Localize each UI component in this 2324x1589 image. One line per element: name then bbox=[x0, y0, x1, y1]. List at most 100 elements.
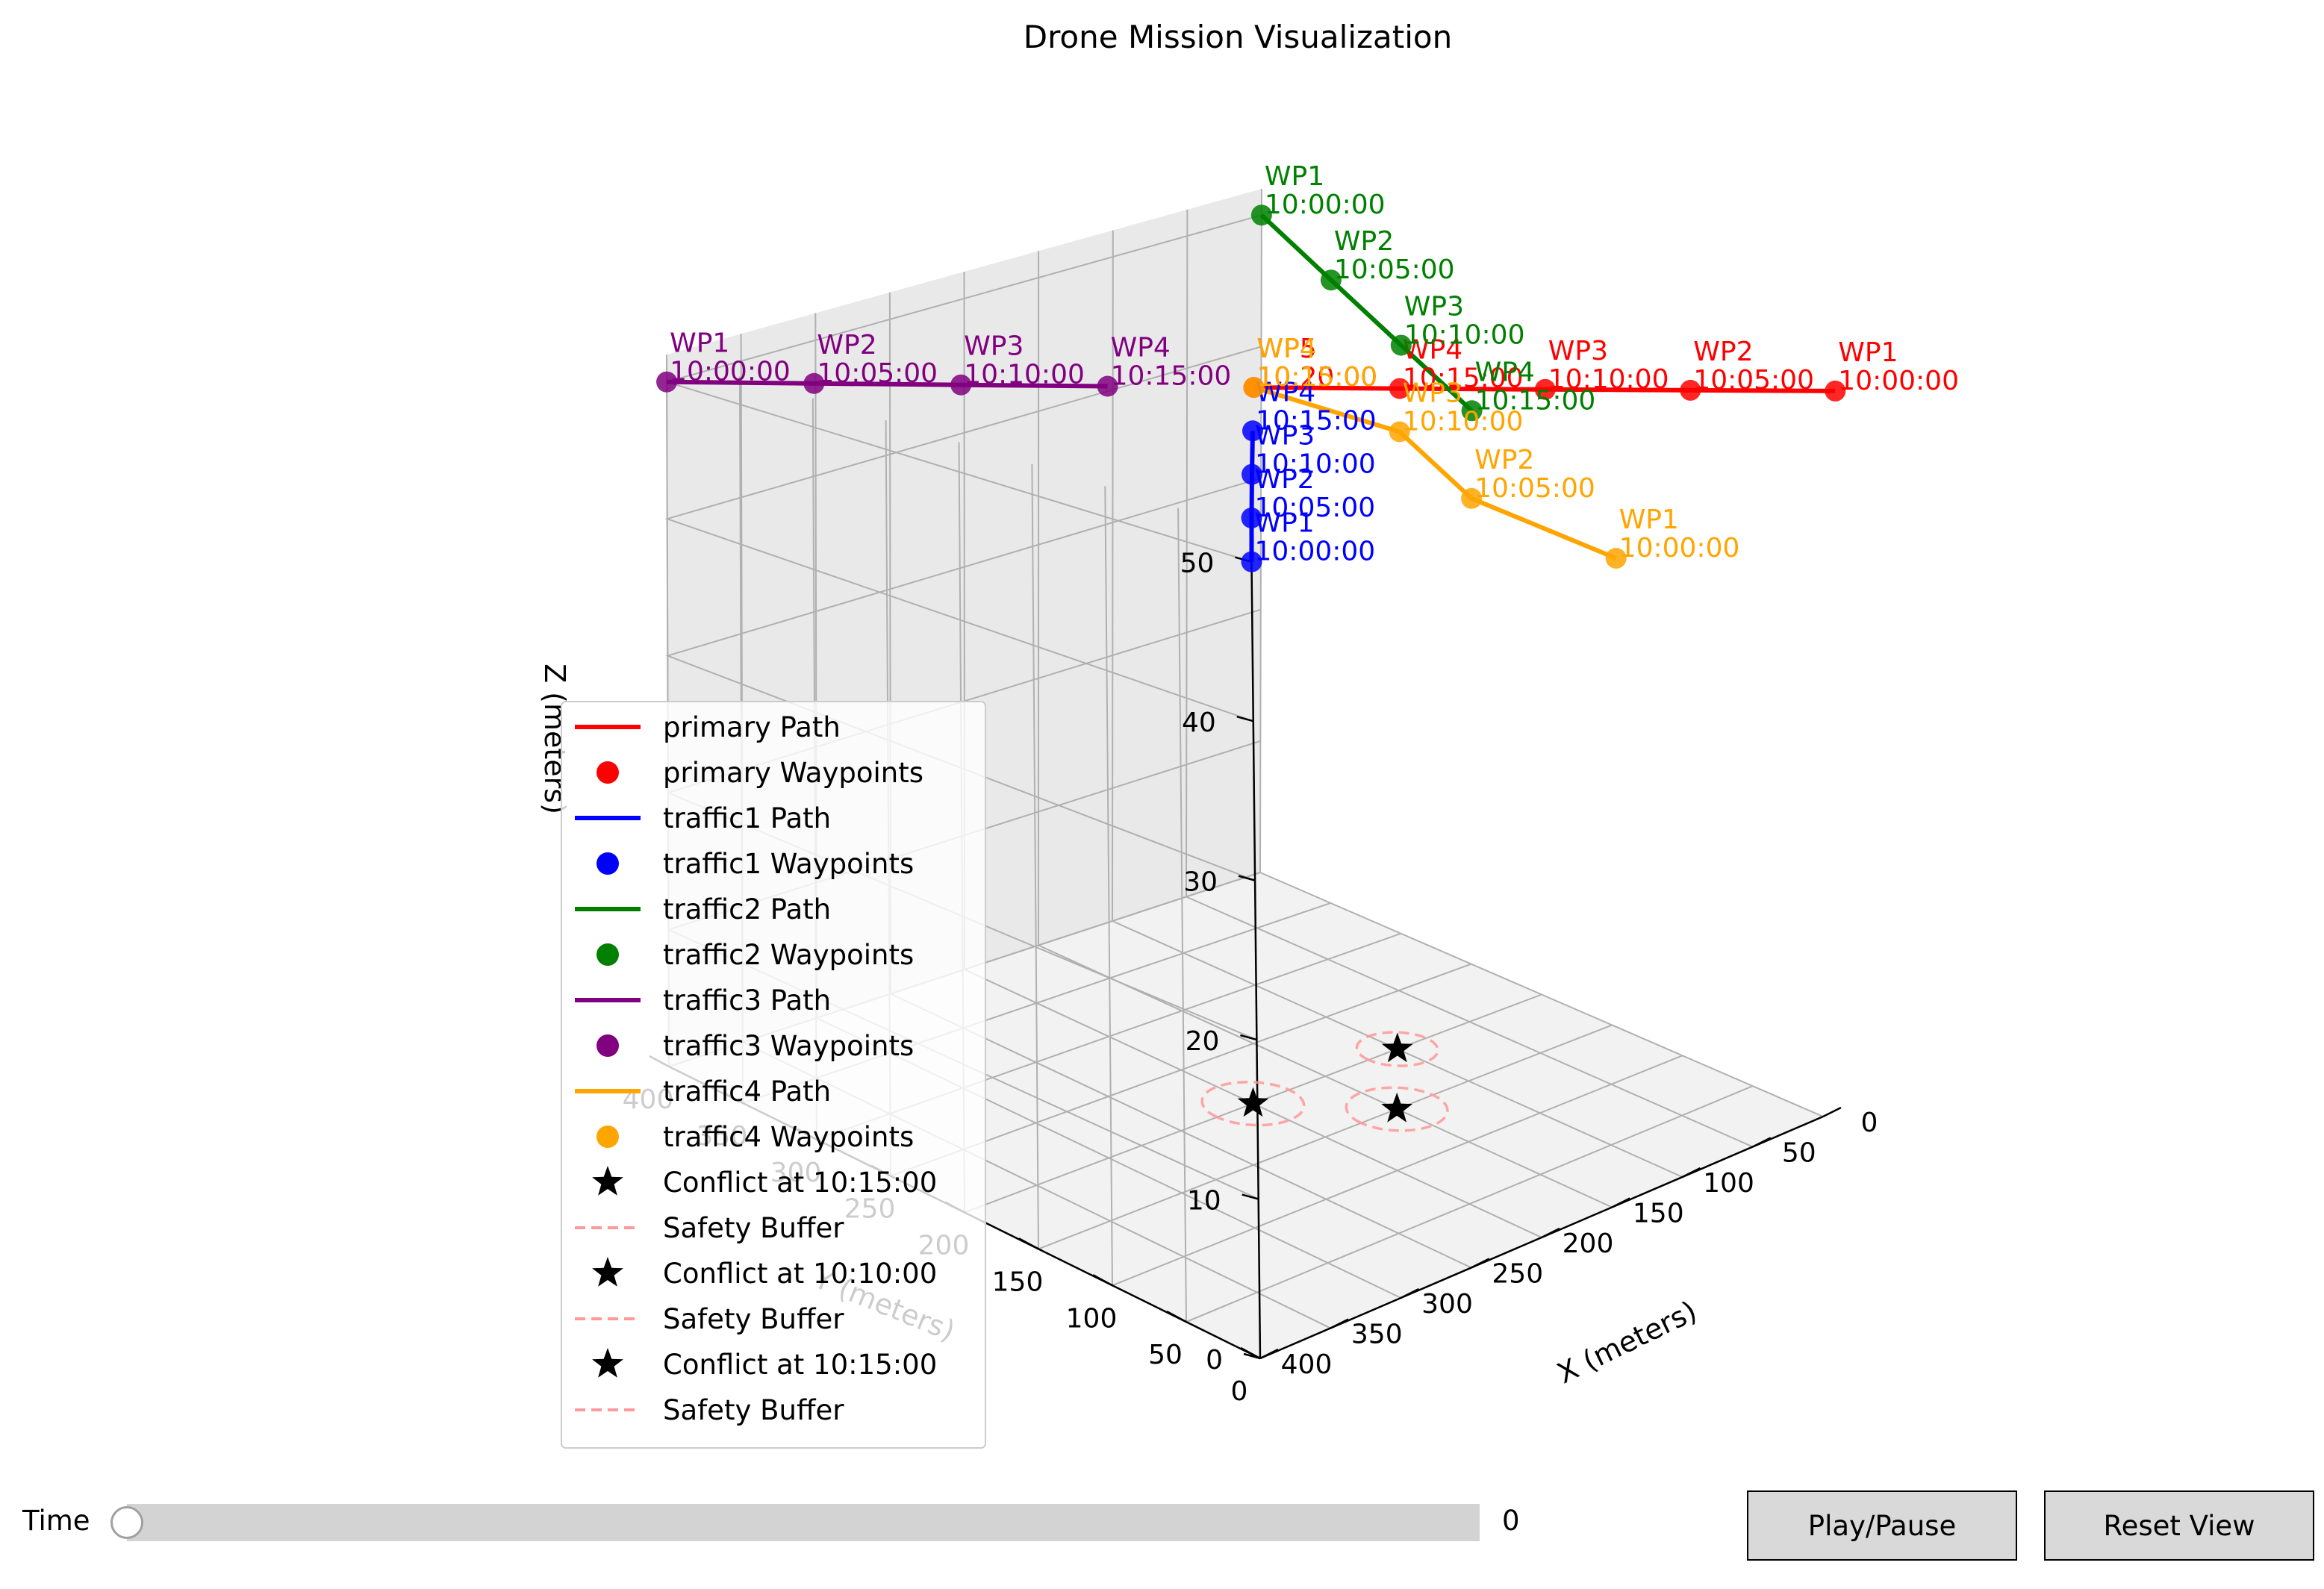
z-tick-label: 50 bbox=[1180, 549, 1215, 579]
traffic2-waypoint-time: 10:15:00 bbox=[1475, 385, 1596, 416]
safety-buffer-2 bbox=[1355, 1031, 1439, 1067]
legend-dot-swatch bbox=[596, 943, 619, 966]
traffic3-waypoint-label: WP4 bbox=[1111, 333, 1171, 363]
y-tick-label: 50 bbox=[1148, 1340, 1183, 1370]
conflict-star-3 bbox=[1237, 1087, 1269, 1117]
x-tick-label: 400 bbox=[1281, 1349, 1333, 1380]
traffic1-waypoint-label: WP2 bbox=[1255, 464, 1315, 495]
traffic4-waypoint-time: 10:00:00 bbox=[1619, 533, 1740, 564]
play-pause-button[interactable]: Play/Pause bbox=[1747, 1490, 2017, 1561]
traffic4-waypoint-label: WP3 bbox=[1403, 378, 1462, 409]
traffic4-waypoint-label: WP4 bbox=[1257, 334, 1317, 364]
x-tick-mark bbox=[1752, 1137, 1772, 1148]
legend-entry-label: Conflict at 10:10:00 bbox=[663, 1258, 937, 1290]
traffic4-waypoint-label: WP1 bbox=[1619, 505, 1679, 535]
z-tick-mark bbox=[1240, 1034, 1257, 1041]
time-slider-handle[interactable] bbox=[110, 1506, 143, 1539]
legend-entry-label: primary Waypoints bbox=[663, 757, 923, 789]
primary-waypoint-3 bbox=[1534, 378, 1556, 400]
legend-entry-label: traffic3 Path bbox=[663, 984, 831, 1017]
legend-entry-label: primary Path bbox=[663, 711, 841, 743]
legend-entry-label: Safety Buffer bbox=[663, 1303, 844, 1335]
traffic3-waypoint-label: WP1 bbox=[670, 328, 729, 359]
primary-waypoint-time: 10:15:00 bbox=[1403, 363, 1524, 394]
legend-star-swatch bbox=[592, 1348, 623, 1378]
y-tick-mark bbox=[1018, 1237, 1039, 1250]
x-tick-mark bbox=[1541, 1227, 1560, 1239]
traffic1-waypoint-2 bbox=[1241, 508, 1262, 528]
traffic4-waypoint-time: 10:05:00 bbox=[1474, 473, 1595, 504]
legend-entry-label: traffic2 Path bbox=[663, 893, 831, 925]
x-tick-label: 0 bbox=[1861, 1108, 1878, 1138]
traffic2-waypoint-3 bbox=[1390, 334, 1412, 356]
traffic4-waypoint-label: WP2 bbox=[1474, 445, 1534, 475]
z-tick-label: 40 bbox=[1182, 708, 1216, 738]
z-tick-mark bbox=[1236, 715, 1254, 722]
y-tick-label: 0 bbox=[1231, 1376, 1248, 1407]
traffic3-waypoint-2 bbox=[803, 372, 825, 394]
traffic1-waypoint-time: 10:15:00 bbox=[1256, 405, 1377, 436]
primary-waypoint-time: 10:10:00 bbox=[1548, 364, 1669, 395]
traffic4-path bbox=[1253, 385, 1617, 561]
x-tick-label: 300 bbox=[1421, 1289, 1473, 1320]
primary-waypoint-time: 10:00:00 bbox=[1838, 366, 1959, 396]
legend-entry-label: Conflict at 10:15:00 bbox=[663, 1167, 937, 1199]
x-tick-label: 100 bbox=[1703, 1168, 1754, 1199]
legend: primary Path primary Waypoints traffic1 Pa… bbox=[561, 701, 986, 1449]
legend-dot-swatch bbox=[596, 852, 619, 875]
primary-waypoint-time: 10:05:00 bbox=[1693, 365, 1814, 396]
primary-waypoint-label: WP3 bbox=[1548, 336, 1608, 366]
traffic2-waypoint-time: 10:10:00 bbox=[1404, 320, 1525, 351]
primary-waypoint-label: WP4 bbox=[1403, 335, 1462, 366]
traffic4-waypoint-4 bbox=[1243, 377, 1265, 399]
z-axis-line bbox=[1250, 529, 1262, 1359]
traffic3-waypoint-3 bbox=[950, 374, 972, 396]
traffic2-waypoint-4 bbox=[1461, 400, 1483, 422]
traffic1-waypoint-time: 10:05:00 bbox=[1255, 493, 1376, 523]
traffic1-waypoint-label: WP4 bbox=[1256, 377, 1315, 408]
traffic3-waypoint-time: 10:10:00 bbox=[964, 360, 1085, 390]
legend-entry-label: traffic4 Waypoints bbox=[663, 1121, 914, 1153]
x-tick-mark bbox=[1681, 1167, 1701, 1179]
y-tick-mark bbox=[1092, 1274, 1113, 1287]
x-axis-label: X (meters) bbox=[1552, 1294, 1702, 1390]
x-tick-mark bbox=[1611, 1197, 1630, 1208]
primary-waypoint-label: WP5 bbox=[1257, 334, 1317, 364]
legend-entry-label: traffic1 Waypoints bbox=[663, 848, 914, 880]
z-tick-label: 0 bbox=[1206, 1345, 1223, 1376]
traffic3-waypoint-4 bbox=[1097, 375, 1118, 397]
traffic4-waypoint-time: 10:10:00 bbox=[1403, 407, 1524, 437]
x-tick-mark bbox=[1259, 1348, 1279, 1360]
z-tick-mark bbox=[1242, 1193, 1259, 1200]
primary-waypoint-2 bbox=[1680, 379, 1701, 401]
traffic2-waypoint-label: WP2 bbox=[1334, 226, 1394, 257]
x-tick-mark bbox=[1822, 1106, 1842, 1118]
traffic3-path bbox=[667, 379, 1108, 389]
traffic4-waypoint-3 bbox=[1389, 421, 1410, 443]
legend-entry-label: Safety Buffer bbox=[663, 1212, 844, 1244]
legend-entry-label: traffic1 Path bbox=[663, 802, 831, 834]
traffic4-waypoint-1 bbox=[1605, 548, 1627, 569]
reset-view-button[interactable]: Reset View bbox=[2044, 1490, 2314, 1561]
y-tick-label: 150 bbox=[992, 1267, 1044, 1297]
z-tick-label: 30 bbox=[1183, 867, 1218, 898]
data-layer: WP110:00:00WP210:05:00WP310:10:00WP410:1… bbox=[656, 161, 1959, 1132]
traffic2-waypoint-time: 10:00:00 bbox=[1265, 190, 1386, 220]
time-slider-track[interactable] bbox=[127, 1504, 1480, 1541]
x-tick-mark bbox=[1400, 1287, 1420, 1299]
legend-entry-label: traffic2 Waypoints bbox=[663, 939, 914, 971]
x-tick-label: 200 bbox=[1563, 1229, 1614, 1259]
traffic1-waypoint-time: 10:10:00 bbox=[1255, 449, 1376, 480]
legend-dot-swatch bbox=[596, 761, 619, 784]
traffic2-waypoint-1 bbox=[1250, 205, 1272, 226]
traffic4-waypoint-2 bbox=[1461, 487, 1483, 509]
legend-dot-swatch bbox=[596, 1034, 619, 1057]
traffic3-waypoint-time: 10:05:00 bbox=[817, 358, 938, 389]
gridline-z bbox=[665, 477, 1262, 881]
safety-buffer-1 bbox=[1345, 1086, 1449, 1132]
traffic3-waypoint-1 bbox=[656, 371, 678, 393]
z-tick-mark bbox=[1243, 1352, 1261, 1360]
time-slider-value: 0 bbox=[1502, 1505, 1520, 1537]
x-tick-label: 350 bbox=[1351, 1320, 1403, 1350]
